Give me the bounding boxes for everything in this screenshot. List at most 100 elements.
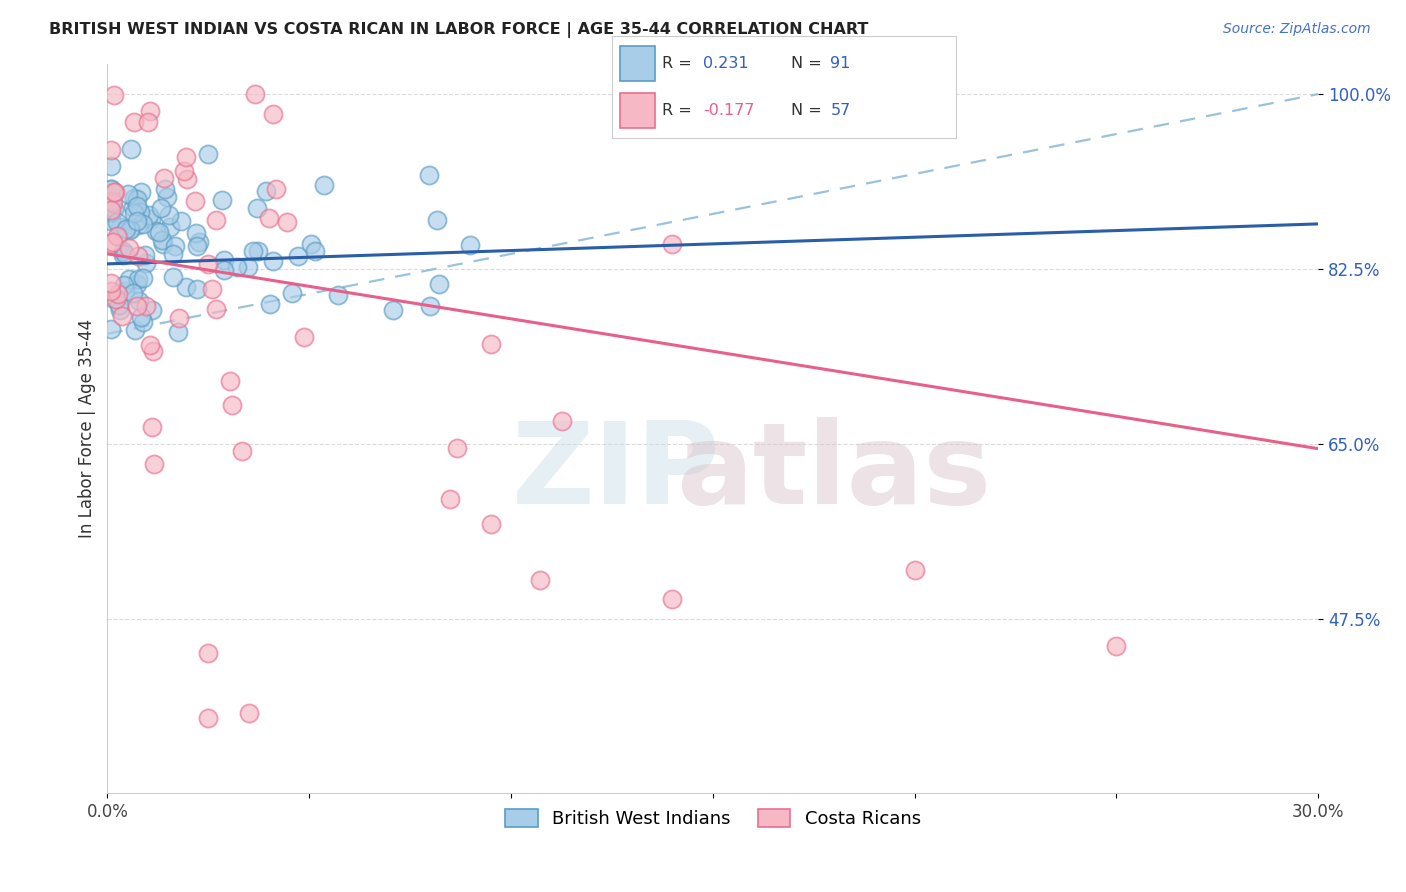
Point bbox=[124, 206, 146, 220]
Point bbox=[103, 88, 125, 103]
Text: -0.177: -0.177 bbox=[703, 103, 755, 118]
Point bbox=[134, 248, 156, 262]
Point bbox=[458, 238, 481, 252]
Point bbox=[152, 233, 174, 247]
Point bbox=[204, 302, 226, 317]
Point bbox=[187, 235, 209, 250]
Point bbox=[111, 309, 134, 323]
Point bbox=[159, 220, 181, 235]
Point bbox=[149, 201, 172, 215]
Point bbox=[135, 256, 157, 270]
Point bbox=[169, 311, 191, 326]
Point bbox=[186, 282, 208, 296]
Point bbox=[100, 202, 122, 217]
Point bbox=[205, 213, 228, 227]
Point bbox=[105, 292, 128, 306]
Point bbox=[139, 212, 162, 227]
Point bbox=[128, 294, 150, 309]
Point bbox=[174, 150, 197, 164]
Point bbox=[120, 143, 142, 157]
Point bbox=[122, 191, 145, 205]
Text: 57: 57 bbox=[831, 103, 851, 118]
Point bbox=[132, 217, 155, 231]
Text: ZIP: ZIP bbox=[512, 417, 720, 528]
Point bbox=[197, 711, 219, 725]
Point bbox=[105, 228, 128, 243]
Point bbox=[127, 249, 149, 263]
Point bbox=[197, 257, 219, 271]
Point bbox=[479, 516, 502, 531]
Point bbox=[238, 706, 260, 721]
Point bbox=[264, 182, 287, 196]
Point bbox=[381, 302, 404, 317]
Point bbox=[125, 213, 148, 227]
Point bbox=[262, 254, 284, 268]
Point bbox=[550, 414, 572, 428]
Point bbox=[114, 247, 136, 261]
Point bbox=[219, 374, 242, 388]
Point bbox=[101, 235, 124, 250]
Point bbox=[257, 211, 280, 225]
Point bbox=[139, 104, 162, 119]
Text: Source: ZipAtlas.com: Source: ZipAtlas.com bbox=[1223, 22, 1371, 37]
Point bbox=[157, 208, 180, 222]
Point bbox=[100, 235, 122, 250]
Point bbox=[294, 329, 316, 343]
Point bbox=[439, 491, 461, 506]
Point bbox=[197, 147, 219, 161]
Point bbox=[254, 184, 277, 198]
Point bbox=[418, 168, 440, 182]
Point bbox=[446, 442, 468, 456]
Point bbox=[118, 272, 141, 286]
Point bbox=[281, 285, 304, 300]
Point bbox=[212, 253, 235, 268]
Point bbox=[142, 343, 165, 358]
Point bbox=[100, 276, 122, 290]
Point bbox=[101, 194, 124, 209]
Point bbox=[118, 221, 141, 235]
Point bbox=[105, 215, 128, 229]
Point bbox=[259, 297, 281, 311]
Point bbox=[124, 323, 146, 337]
Point bbox=[100, 160, 122, 174]
Point bbox=[145, 224, 167, 238]
Point bbox=[176, 171, 198, 186]
Point bbox=[111, 248, 134, 262]
Point bbox=[326, 287, 349, 301]
Point bbox=[276, 214, 298, 228]
Point bbox=[304, 244, 326, 258]
Point bbox=[156, 190, 179, 204]
Point bbox=[141, 420, 163, 434]
Point bbox=[661, 591, 683, 606]
Point bbox=[148, 225, 170, 239]
Text: 91: 91 bbox=[831, 56, 851, 70]
Point bbox=[112, 244, 135, 259]
Point bbox=[118, 223, 141, 237]
FancyBboxPatch shape bbox=[620, 93, 655, 128]
Point bbox=[135, 299, 157, 313]
Point bbox=[242, 244, 264, 259]
Point bbox=[163, 238, 186, 252]
FancyBboxPatch shape bbox=[620, 46, 655, 81]
Point bbox=[112, 277, 135, 292]
Point bbox=[419, 300, 441, 314]
Point bbox=[141, 303, 163, 318]
Text: R =: R = bbox=[662, 103, 696, 118]
Text: N =: N = bbox=[790, 56, 827, 70]
Point bbox=[127, 218, 149, 232]
Text: R =: R = bbox=[662, 56, 696, 70]
Point bbox=[661, 237, 683, 252]
Point bbox=[173, 163, 195, 178]
Point bbox=[262, 107, 284, 121]
Point bbox=[114, 284, 136, 298]
Point bbox=[479, 337, 502, 351]
Point bbox=[139, 338, 162, 352]
Point bbox=[129, 185, 152, 199]
Point bbox=[152, 236, 174, 251]
Point bbox=[162, 247, 184, 261]
Point bbox=[136, 115, 159, 129]
Point bbox=[103, 202, 125, 216]
Point bbox=[127, 277, 149, 291]
Point bbox=[125, 192, 148, 206]
Point bbox=[1105, 640, 1128, 654]
